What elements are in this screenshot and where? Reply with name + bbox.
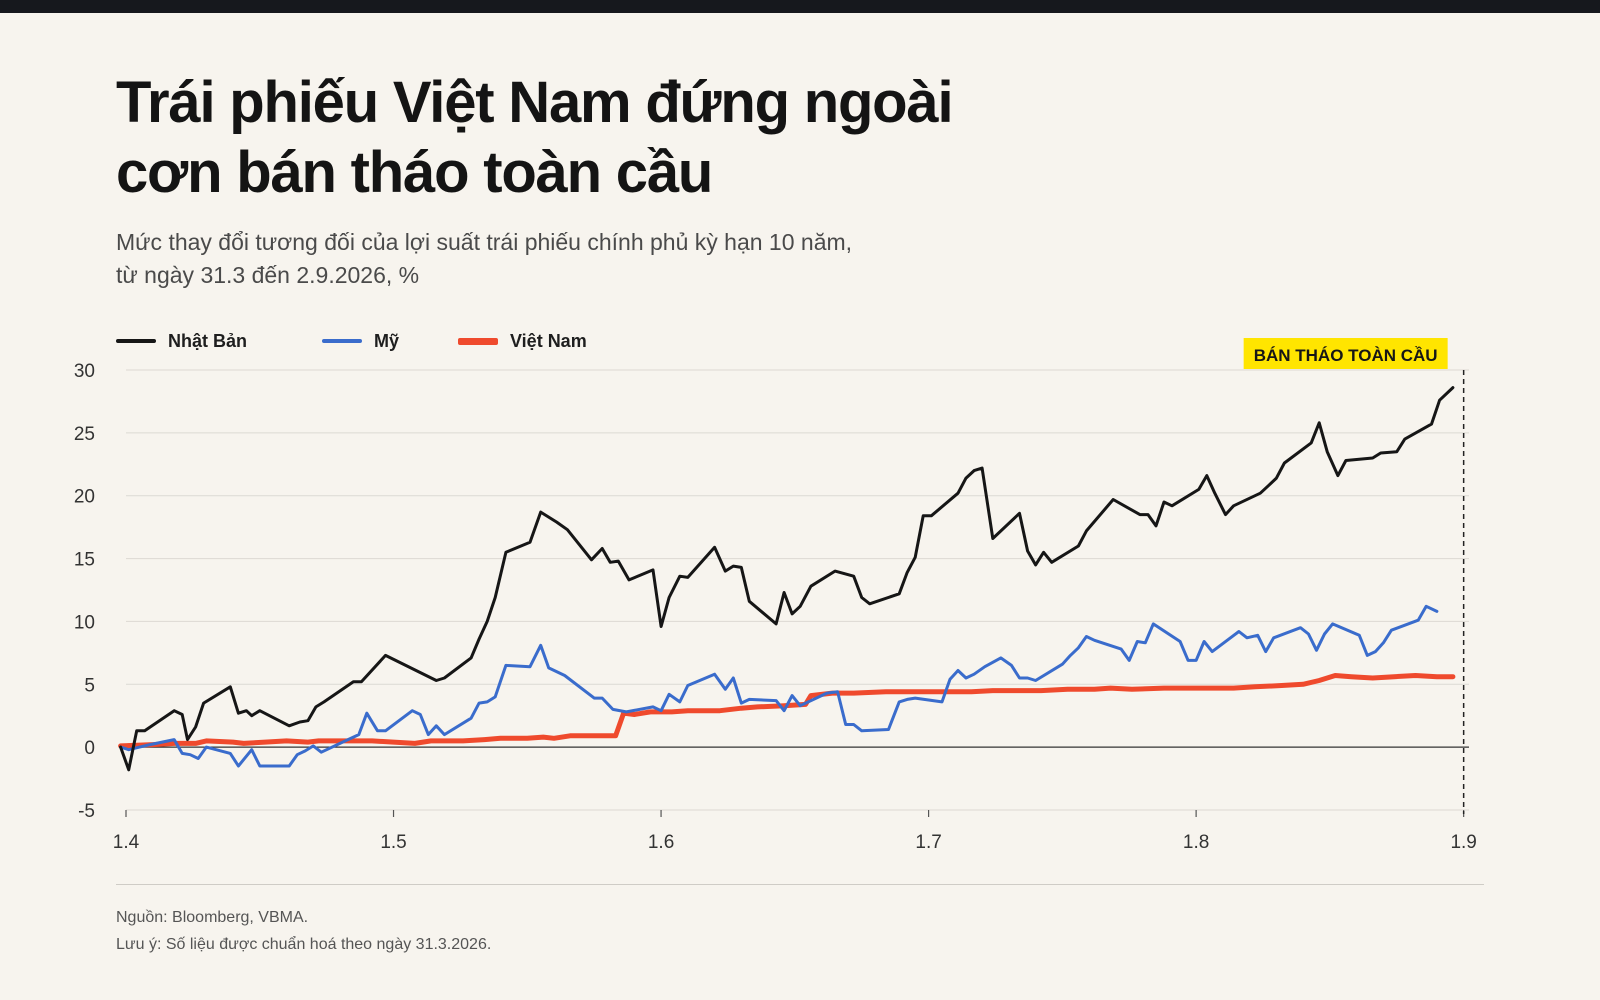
legend-item-vietnam: Việt Nam [458,328,587,354]
x-tick-label: 1.7 [915,832,941,853]
chart-title-line-2: cơn bán tháo toàn cầu [116,140,713,205]
annotation-label: BÁN THÁO TOÀN CẦU [1254,346,1438,365]
series-line-vietnam [118,673,1456,749]
x-tick-label: 1.8 [1183,832,1209,853]
y-tick-label: -5 [78,801,95,822]
sell-off-annotation: BÁN THÁO TOÀN CẦU [1243,338,1448,369]
chart-subtitle-line-1: Mức thay đổi tương đối của lợi suất trái… [116,229,853,255]
annotation-badge [1243,338,1448,369]
series-line-japan [119,386,1455,772]
chart-subtitle: Mức thay đổi tương đối của lợi suất trái… [116,226,1116,292]
legend-label-vietnam: Việt Nam [510,330,587,351]
x-tick-label: 1.5 [380,832,406,853]
y-tick-label: 15 [74,550,95,571]
y-tick-label: 10 [74,612,95,633]
y-tick-label: 20 [74,487,95,508]
top-bar [0,0,1600,13]
legend-swatch-vietnam [458,337,498,345]
chart-subtitle-line-2: từ ngày 31.3 đến 2.9.2026, % [116,262,420,288]
y-tick-label: 5 [84,675,95,696]
footer-divider [116,884,1484,885]
x-tick-label: 1.9 [1450,832,1476,853]
legend-item-usa: Mỹ [322,328,399,354]
chart-footer: Nguồn: Bloomberg, VBMA. Lưu ý: Số liệu đ… [116,904,491,958]
x-tick-label: 1.4 [113,832,140,853]
legend-item-japan: Nhật Bản [116,328,247,354]
y-tick-label: 25 [74,424,95,445]
legend-label-japan: Nhật Bản [168,330,248,351]
y-tick-label: 0 [84,738,95,759]
chart-title-line-1: Trái phiếu Việt Nam đứng ngoài [116,70,954,135]
normalization-note: Lưu ý: Số liệu được chuẩn hoá theo ngày … [116,936,492,953]
chart-title: Trái phiếu Việt Nam đứng ngoài cơn bán t… [116,68,1116,208]
legend-swatch-usa [322,339,362,343]
series-line-usa [119,604,1439,768]
legend-swatch-japan [116,339,156,343]
x-tick-label: 1.6 [648,832,674,853]
y-tick-label: 30 [74,361,95,382]
line-chart: -5 0 5 10 15 20 25 30 1.4 1.5 1.6 1.7 1.8 1.9 BÁN THÁO… [74,338,1477,853]
legend-label-usa: Mỹ [374,330,400,351]
source-note: Nguồn: Bloomberg, VBMA. [116,909,309,926]
